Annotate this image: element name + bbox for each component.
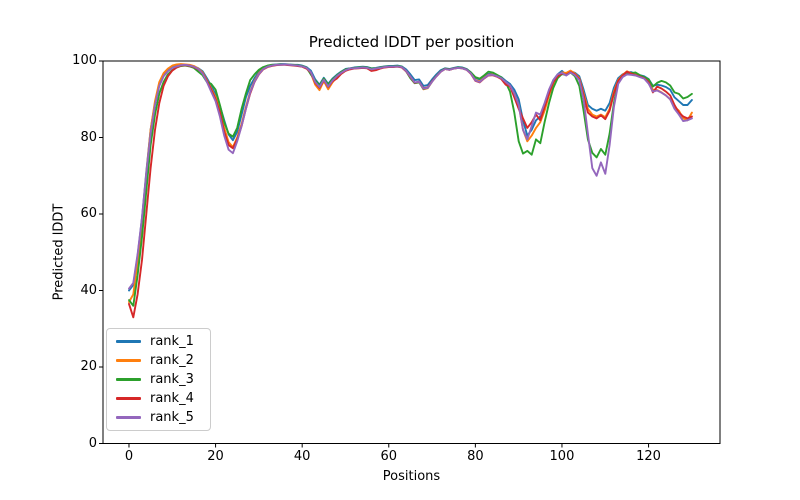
x-tick-label-100: 100 bbox=[549, 449, 575, 464]
legend-line-rank_3 bbox=[116, 378, 141, 381]
y-tick-label-60: 60 bbox=[80, 206, 97, 221]
legend-label-rank_1: rank_1 bbox=[150, 334, 194, 349]
x-tick-label-80: 80 bbox=[467, 449, 484, 464]
axes-frame bbox=[102, 60, 721, 444]
legend-line-rank_5 bbox=[116, 416, 141, 419]
legend-label-rank_4: rank_4 bbox=[150, 391, 194, 406]
legend-entry-rank_1: rank_1 bbox=[107, 334, 210, 349]
legend-entry-rank_2: rank_2 bbox=[107, 353, 210, 368]
y-tick-label-20: 20 bbox=[80, 359, 97, 374]
legend-line-rank_1 bbox=[116, 340, 141, 343]
legend-label-rank_5: rank_5 bbox=[150, 410, 194, 425]
x-tick-label-40: 40 bbox=[293, 449, 311, 464]
x-tick-label-0: 0 bbox=[124, 449, 134, 464]
legend-entry-rank_3: rank_3 bbox=[107, 372, 210, 387]
chart-title: Predicted lDDT per position bbox=[308, 33, 515, 51]
x-tick-label-120: 120 bbox=[636, 449, 661, 464]
y-tick-label-100: 100 bbox=[72, 53, 97, 68]
legend-line-rank_4 bbox=[116, 397, 141, 400]
x-tick-label-20: 20 bbox=[207, 449, 224, 464]
x-axis-label: Positions bbox=[382, 469, 441, 484]
legend: rank_1 rank_2 rank_3 rank_4 rank_5 bbox=[106, 328, 211, 431]
series-line-rank_3 bbox=[128, 63, 693, 307]
series-line-rank_2 bbox=[128, 63, 693, 303]
series-line-rank_4 bbox=[128, 63, 693, 319]
y-tick-label-40: 40 bbox=[80, 282, 97, 298]
legend-label-rank_3: rank_3 bbox=[150, 372, 194, 387]
legend-line-rank_2 bbox=[116, 359, 141, 362]
x-tick-label-60: 60 bbox=[380, 449, 398, 464]
y-tick-label-80: 80 bbox=[80, 129, 97, 145]
series-line-rank_5 bbox=[128, 63, 693, 290]
legend-entry-rank_4: rank_4 bbox=[107, 391, 210, 406]
legend-label-rank_2: rank_2 bbox=[150, 353, 194, 368]
legend-entry-rank_5: rank_5 bbox=[107, 410, 210, 425]
y-tick-label-0: 0 bbox=[88, 435, 97, 451]
